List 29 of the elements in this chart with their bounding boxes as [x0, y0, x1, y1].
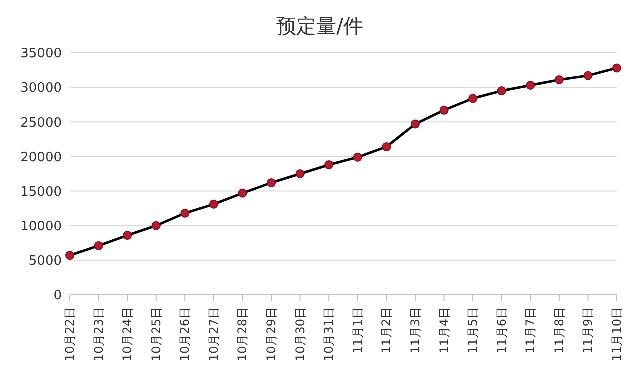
- x-tick-label: 10月31日: [322, 307, 336, 362]
- x-tick-label: 11月7日: [524, 307, 538, 354]
- x-tick-label: 11月8日: [552, 307, 566, 354]
- x-tick-label: 10月23日: [92, 307, 106, 362]
- x-tick-label: 10月29日: [264, 307, 279, 362]
- x-tick-label: 11月6日: [494, 307, 509, 354]
- x-tick-label: 10月30日: [293, 307, 308, 362]
- chart-title: 预定量/件: [276, 13, 364, 40]
- x-tick-label: 10月26日: [178, 307, 192, 362]
- x-tick-label: 11月4日: [437, 307, 452, 354]
- y-tick-label: 25000: [20, 116, 62, 131]
- x-tick-label: 10月25日: [149, 307, 164, 362]
- x-tick-label: 11月3日: [408, 307, 422, 354]
- y-tick-label: 10000: [20, 219, 62, 234]
- x-tick-label: 11月2日: [380, 307, 394, 354]
- y-tick-label: 0: [54, 288, 62, 304]
- x-tick-label: 11月10日: [610, 307, 624, 362]
- x-tick-label: 11月9日: [581, 307, 596, 354]
- y-tick-label: 35000: [20, 46, 62, 62]
- y-tick-label: 20000: [20, 150, 62, 166]
- x-tick-label: 10月24日: [120, 307, 135, 362]
- x-tick-label: 11月5日: [466, 307, 480, 354]
- x-tick-label: 11月1日: [350, 307, 365, 354]
- y-tick-label: 30000: [20, 81, 62, 96]
- x-tick-label: 10月22日: [63, 307, 77, 362]
- x-tick-label: 10月28日: [236, 307, 250, 362]
- y-tick-label: 5000: [28, 254, 62, 270]
- y-tick-label: 15000: [20, 184, 62, 200]
- x-tick-label: 10月27日: [206, 307, 221, 362]
